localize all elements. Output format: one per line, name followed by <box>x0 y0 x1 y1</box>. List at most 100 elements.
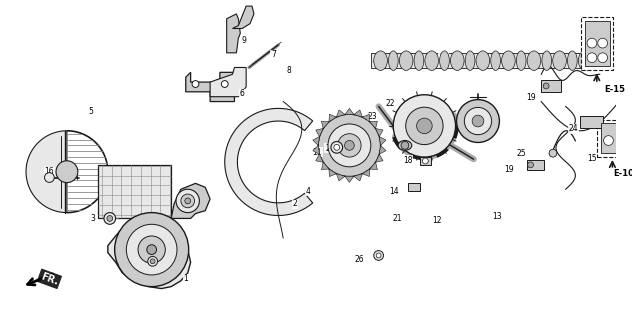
Text: 5: 5 <box>89 107 94 116</box>
Polygon shape <box>345 108 354 115</box>
Text: E-10: E-10 <box>614 169 632 178</box>
Text: 11: 11 <box>312 148 322 157</box>
Text: 9: 9 <box>242 36 246 45</box>
Circle shape <box>401 141 409 149</box>
Ellipse shape <box>516 51 526 70</box>
Text: 26: 26 <box>355 255 364 264</box>
Text: 6: 6 <box>240 89 245 98</box>
Ellipse shape <box>527 51 541 70</box>
Text: 10: 10 <box>439 53 449 62</box>
Circle shape <box>337 134 361 157</box>
Circle shape <box>416 118 432 134</box>
Text: 17: 17 <box>155 258 165 267</box>
FancyBboxPatch shape <box>597 120 632 157</box>
Text: E-15: E-15 <box>604 85 625 94</box>
Polygon shape <box>580 116 603 128</box>
Polygon shape <box>322 162 329 170</box>
Ellipse shape <box>414 51 424 70</box>
Circle shape <box>44 173 54 182</box>
Text: FR.: FR. <box>39 271 59 287</box>
Polygon shape <box>541 80 561 92</box>
Circle shape <box>456 100 499 142</box>
Polygon shape <box>329 169 336 177</box>
Ellipse shape <box>425 51 439 70</box>
Text: 12: 12 <box>432 216 442 225</box>
Polygon shape <box>585 21 611 67</box>
Text: 21: 21 <box>392 214 402 223</box>
Polygon shape <box>354 110 362 117</box>
Circle shape <box>528 162 533 168</box>
Text: 13: 13 <box>492 212 502 221</box>
Circle shape <box>138 236 166 263</box>
Text: 18: 18 <box>403 156 413 164</box>
Circle shape <box>319 114 380 177</box>
Circle shape <box>150 259 155 264</box>
Ellipse shape <box>568 51 577 70</box>
Polygon shape <box>316 154 323 162</box>
Polygon shape <box>171 183 210 219</box>
Polygon shape <box>98 165 171 219</box>
Circle shape <box>176 189 200 212</box>
Polygon shape <box>108 220 191 289</box>
FancyBboxPatch shape <box>581 17 614 70</box>
Circle shape <box>422 158 428 164</box>
Ellipse shape <box>399 51 413 70</box>
Polygon shape <box>375 129 383 137</box>
Circle shape <box>587 38 597 48</box>
Polygon shape <box>186 72 234 101</box>
Circle shape <box>465 108 492 135</box>
Circle shape <box>334 144 339 150</box>
Text: 22: 22 <box>386 99 395 108</box>
Text: 8: 8 <box>287 66 291 75</box>
Circle shape <box>104 212 116 224</box>
Ellipse shape <box>440 51 449 70</box>
Text: 15: 15 <box>587 154 597 163</box>
Circle shape <box>598 53 607 63</box>
Text: 1: 1 <box>183 274 188 283</box>
Ellipse shape <box>553 51 566 70</box>
Circle shape <box>331 141 343 153</box>
Circle shape <box>328 124 371 167</box>
Polygon shape <box>233 6 254 28</box>
Circle shape <box>185 198 191 204</box>
Text: 16: 16 <box>45 167 54 176</box>
Ellipse shape <box>578 51 592 70</box>
Circle shape <box>549 149 557 157</box>
Polygon shape <box>313 145 320 154</box>
Polygon shape <box>322 121 329 129</box>
Text: 20: 20 <box>325 144 335 153</box>
Circle shape <box>181 194 195 208</box>
Text: 25: 25 <box>517 149 526 158</box>
Circle shape <box>221 81 228 87</box>
Circle shape <box>376 253 381 258</box>
Polygon shape <box>313 137 320 145</box>
Text: 19: 19 <box>526 93 535 102</box>
Ellipse shape <box>389 51 398 70</box>
Polygon shape <box>600 123 632 153</box>
Ellipse shape <box>465 51 475 70</box>
Polygon shape <box>362 114 370 122</box>
Circle shape <box>472 115 484 127</box>
Circle shape <box>406 107 443 145</box>
Circle shape <box>604 136 614 145</box>
Polygon shape <box>375 154 383 162</box>
Polygon shape <box>227 14 240 53</box>
Polygon shape <box>210 68 246 97</box>
Polygon shape <box>408 183 420 191</box>
Text: FR.: FR. <box>39 271 59 287</box>
Text: 4: 4 <box>306 187 311 196</box>
Polygon shape <box>526 160 544 170</box>
Text: 19: 19 <box>504 165 514 174</box>
Polygon shape <box>362 169 370 177</box>
Circle shape <box>114 212 189 287</box>
Polygon shape <box>316 129 323 137</box>
Polygon shape <box>379 145 386 154</box>
Text: 3: 3 <box>91 214 95 223</box>
Polygon shape <box>336 110 345 117</box>
Polygon shape <box>370 121 377 129</box>
Polygon shape <box>371 53 595 68</box>
Circle shape <box>192 81 199 87</box>
Circle shape <box>126 224 177 275</box>
Ellipse shape <box>542 51 552 70</box>
Ellipse shape <box>476 51 490 70</box>
